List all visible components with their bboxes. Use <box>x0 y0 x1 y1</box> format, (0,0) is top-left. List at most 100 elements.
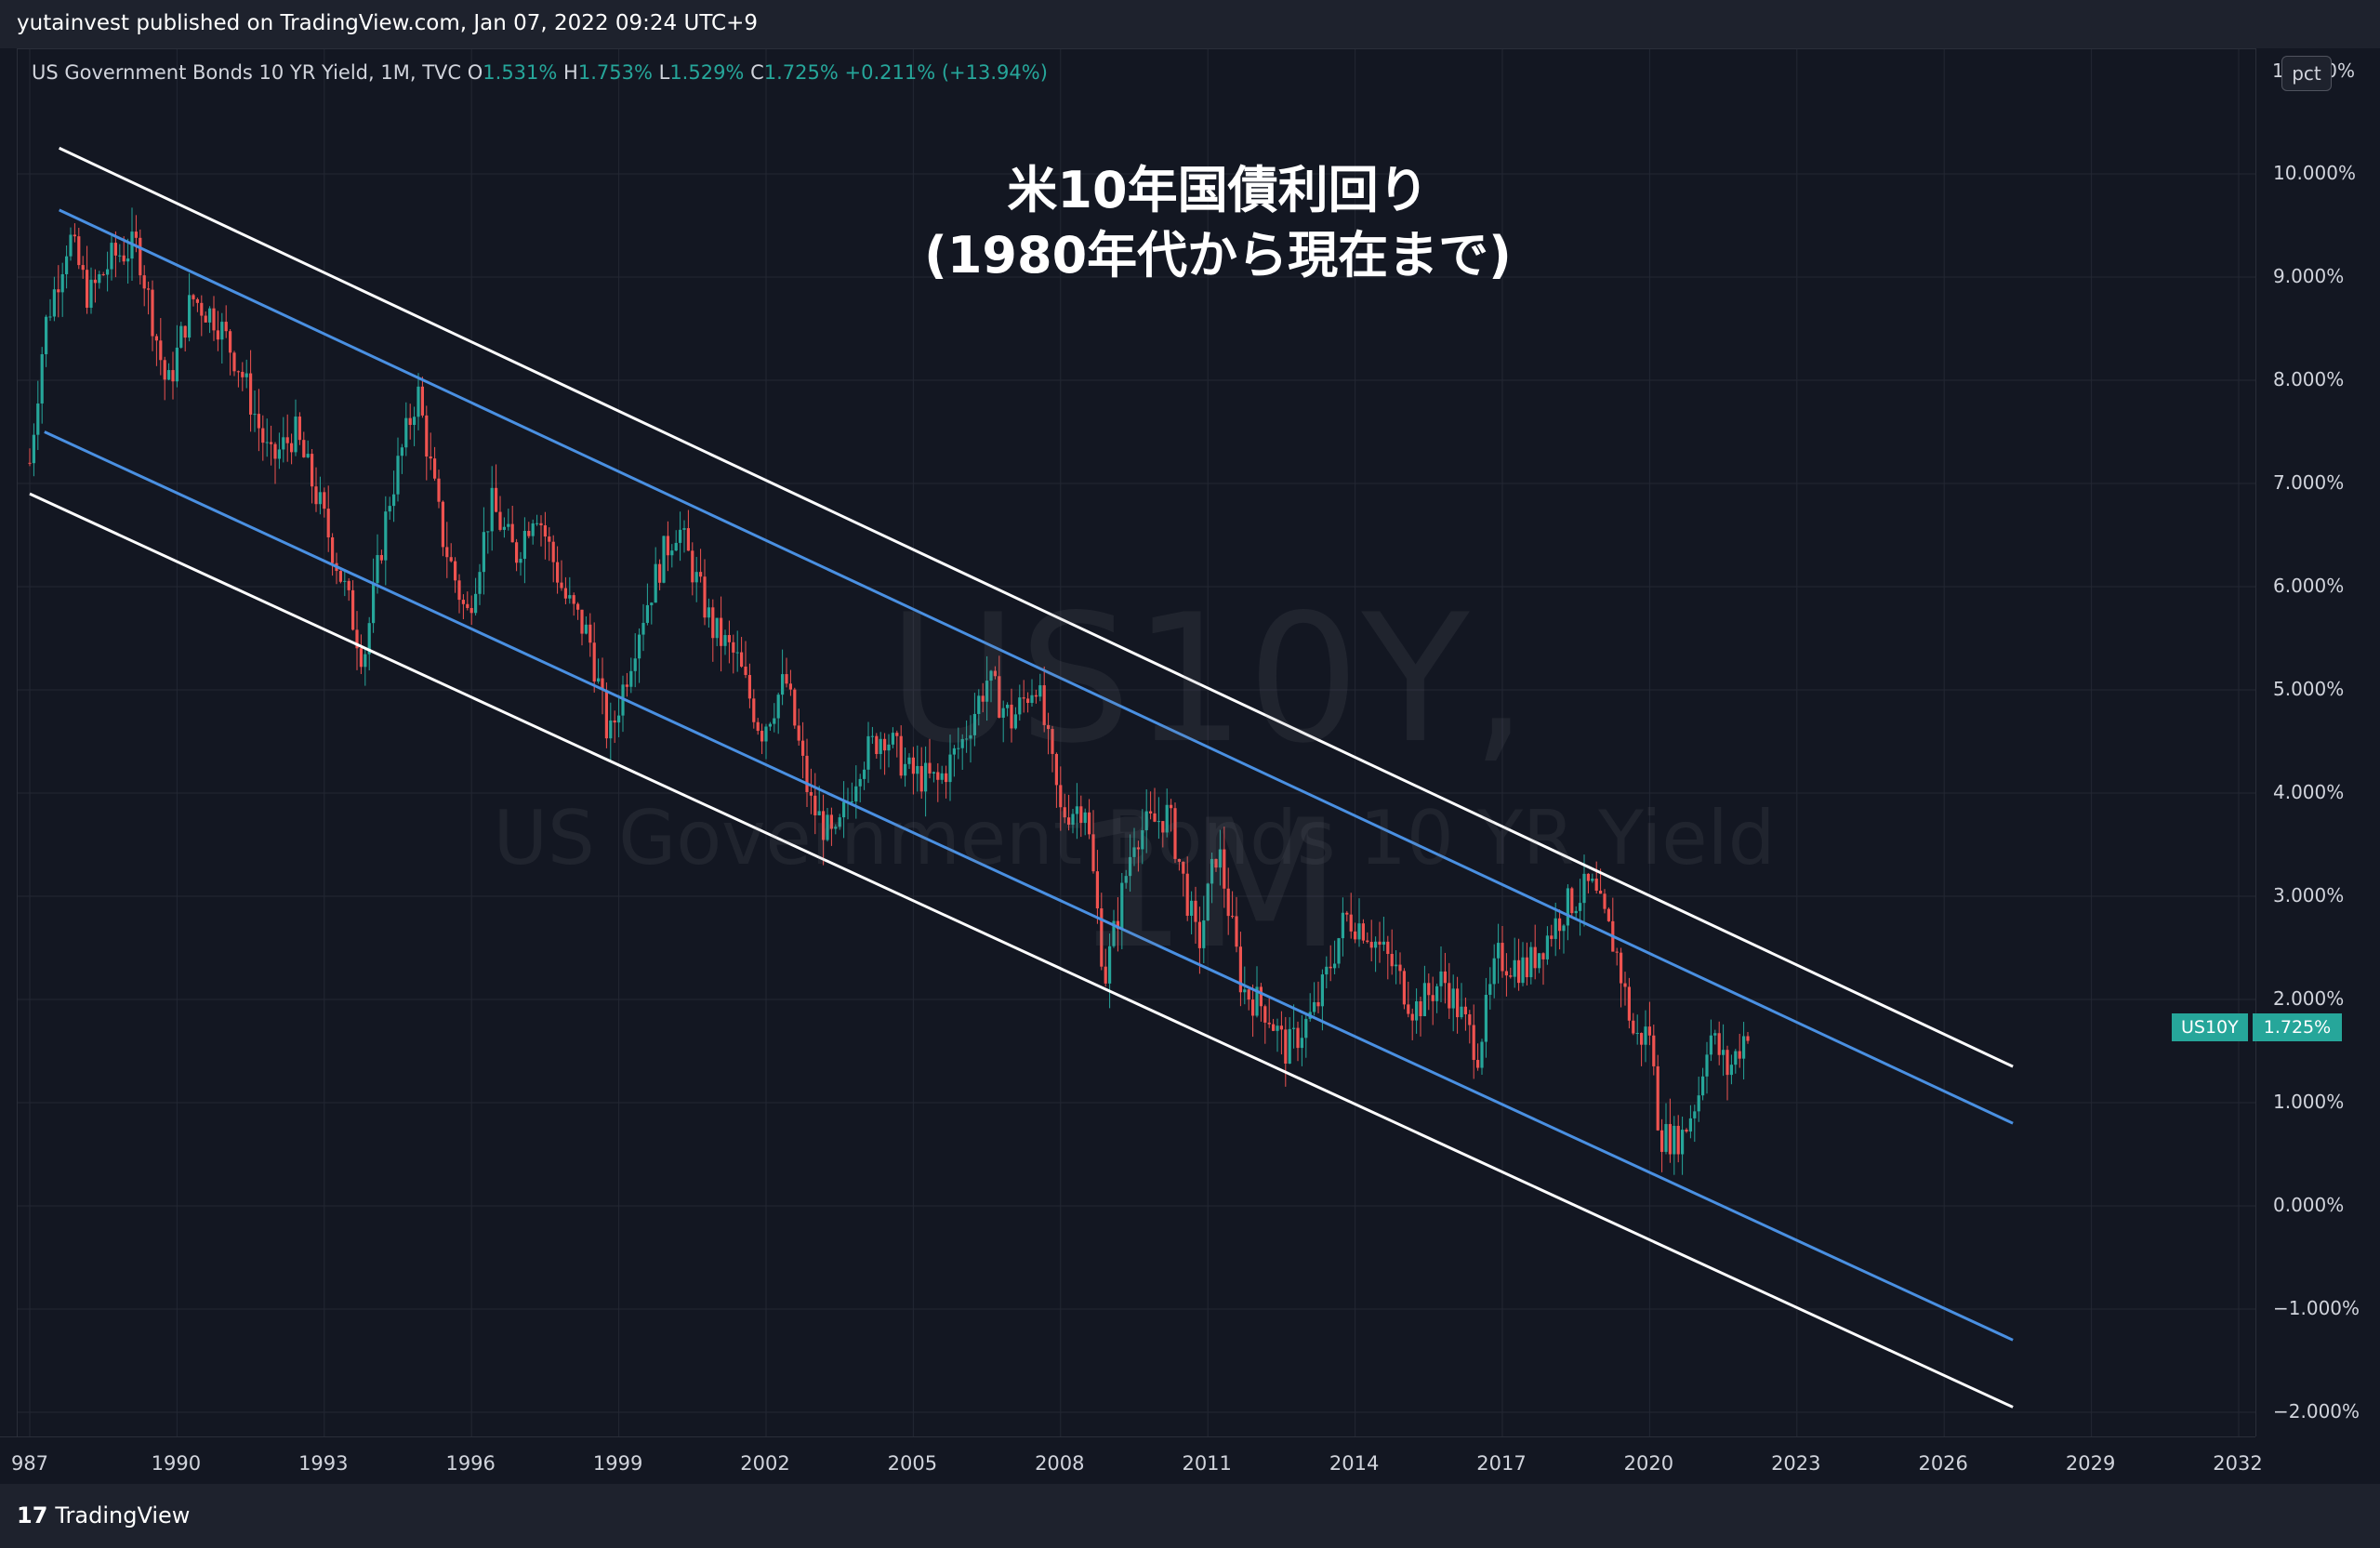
legend-close-label: C <box>750 61 764 84</box>
candle-body <box>674 542 678 551</box>
candle-body <box>290 443 294 453</box>
candle-body <box>797 725 800 741</box>
candle-body <box>1047 724 1051 730</box>
candle-body <box>1194 900 1197 922</box>
candle-body <box>355 629 359 649</box>
candle-body <box>539 523 543 526</box>
candle-body <box>1517 959 1521 984</box>
chart-pane[interactable] <box>17 48 2256 1437</box>
channel-line-outer-upper[interactable] <box>59 146 2014 1068</box>
candle-body <box>466 603 469 608</box>
y-tick-label: 8.000% <box>2273 368 2345 390</box>
candle-body <box>972 713 976 735</box>
candle-body <box>253 414 257 416</box>
channel-line-inner-lower[interactable] <box>44 430 2014 1342</box>
chart-canvas[interactable] <box>18 49 2256 1437</box>
candle-body <box>1034 695 1038 697</box>
candle-body <box>957 748 960 749</box>
y-tick-label: 10.000% <box>2273 162 2356 184</box>
candle-body <box>1647 1026 1651 1036</box>
legend-open: 1.531% <box>483 61 558 84</box>
candle-body <box>1132 847 1136 857</box>
candle-body <box>1013 714 1017 729</box>
candle-body <box>257 414 260 429</box>
candle-body <box>1075 806 1078 814</box>
candle-body <box>101 274 105 276</box>
candle-body <box>1407 1004 1410 1014</box>
candle-body <box>694 572 698 583</box>
candle-body <box>1279 1025 1283 1030</box>
candle-body <box>1435 986 1439 1001</box>
candle-body <box>1088 812 1091 835</box>
x-tick-label: 1993 <box>298 1452 349 1475</box>
candle-body <box>650 602 654 605</box>
candle-body <box>1586 873 1590 881</box>
candle-body <box>1296 1027 1300 1049</box>
candle-body <box>323 492 326 509</box>
candle-body <box>1591 879 1594 881</box>
candle-body <box>372 583 376 624</box>
candle-body <box>188 295 192 338</box>
candle-body <box>285 437 289 443</box>
candle-body <box>1558 918 1562 932</box>
candle-body <box>981 695 985 702</box>
candle-body <box>139 237 142 276</box>
candle-body <box>1439 971 1443 986</box>
candle-body <box>364 654 367 668</box>
candle-body <box>1521 957 1525 984</box>
candle-body <box>907 757 911 764</box>
candle-body <box>813 795 817 815</box>
candle-body <box>788 683 792 690</box>
candle-body <box>1729 1065 1733 1076</box>
candle-body <box>1652 1035 1656 1066</box>
x-tick-label: 987 <box>10 1452 49 1475</box>
candle-body <box>1067 817 1071 825</box>
candle-body <box>993 670 997 677</box>
candle-body <box>1104 966 1107 984</box>
legend-change: +0.211% (+13.94%) <box>844 61 1048 84</box>
candle-body <box>670 550 674 556</box>
candle-body <box>277 449 281 459</box>
candle-body <box>793 689 797 726</box>
candle-body <box>45 316 48 355</box>
candle-body <box>154 336 158 341</box>
candle-body <box>945 773 948 783</box>
candle-body <box>282 437 285 450</box>
candle-body <box>69 234 73 257</box>
title-line-1: 米10年国債利回り <box>1007 161 1429 219</box>
candle-body <box>413 417 416 426</box>
candle-body <box>584 624 588 634</box>
candle-body <box>167 370 171 380</box>
channel-line-inner-upper[interactable] <box>59 208 2014 1125</box>
candle-body <box>1484 995 1488 1042</box>
candle-body <box>932 772 935 774</box>
candle-body <box>122 255 126 262</box>
unit-button[interactable]: pct <box>2281 56 2332 91</box>
candle-body <box>400 447 403 456</box>
x-tick-label: 1990 <box>151 1452 202 1475</box>
price-scale[interactable]: 10.000% 9.000% 8.000% 7.000% 6.000% 5.000% 4.0… <box>2255 48 2380 1436</box>
tradingview-logo[interactable]: 17 TradingView <box>17 1502 190 1528</box>
x-tick-label: 2011 <box>1182 1452 1232 1475</box>
candle-body <box>850 801 853 803</box>
top-bar: yutainvest published on TradingView.com,… <box>0 0 2380 48</box>
candle-body <box>699 572 703 577</box>
time-scale[interactable]: 987 1990 1993 1996 1999 2002 2005 2008 2011 2014 2… <box>0 1436 2263 1484</box>
candle-body <box>1693 1111 1697 1118</box>
candle-body <box>1124 876 1128 883</box>
candle-body <box>134 232 138 238</box>
channel-line-outer-lower[interactable] <box>29 492 2014 1409</box>
candle-body <box>367 623 371 655</box>
candle-body <box>1042 685 1046 725</box>
chart-title-annotation[interactable]: 米10年国債利回り (1980年代から現在まで) <box>837 158 1599 288</box>
candle-body <box>1251 999 1255 1016</box>
candle-body <box>715 617 719 639</box>
candle-body <box>1501 943 1504 972</box>
candle-body <box>77 236 81 266</box>
candle-body <box>326 509 330 537</box>
candle-body <box>1497 943 1501 959</box>
candle-body <box>273 443 277 459</box>
candle-body <box>711 607 715 639</box>
candle-body <box>732 642 735 653</box>
candle-body <box>1451 988 1455 1009</box>
